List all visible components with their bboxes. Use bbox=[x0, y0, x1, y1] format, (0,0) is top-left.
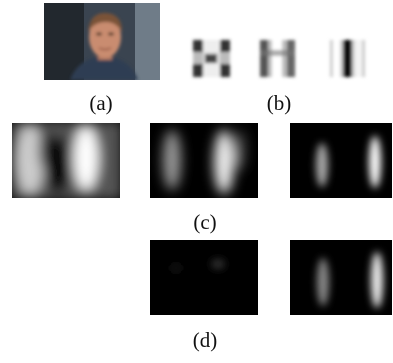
page: (a) (b) (c) (d) (() => { const data = JS… bbox=[0, 0, 393, 358]
caption: (a) bbox=[89, 91, 112, 115]
response-map bbox=[10, 121, 122, 200]
response-map bbox=[290, 240, 392, 315]
response-map bbox=[290, 123, 392, 198]
filter-pattern bbox=[260, 40, 295, 77]
filter-pattern bbox=[193, 40, 230, 77]
figure: (a) (b) (c) (d) bbox=[0, 0, 393, 358]
caption: (c) bbox=[193, 210, 216, 234]
response-map bbox=[150, 240, 258, 315]
caption: (b) bbox=[267, 91, 292, 115]
response-map bbox=[150, 123, 258, 198]
caption: (d) bbox=[193, 328, 218, 352]
photo bbox=[44, 3, 160, 80]
filter-pattern bbox=[330, 40, 365, 77]
